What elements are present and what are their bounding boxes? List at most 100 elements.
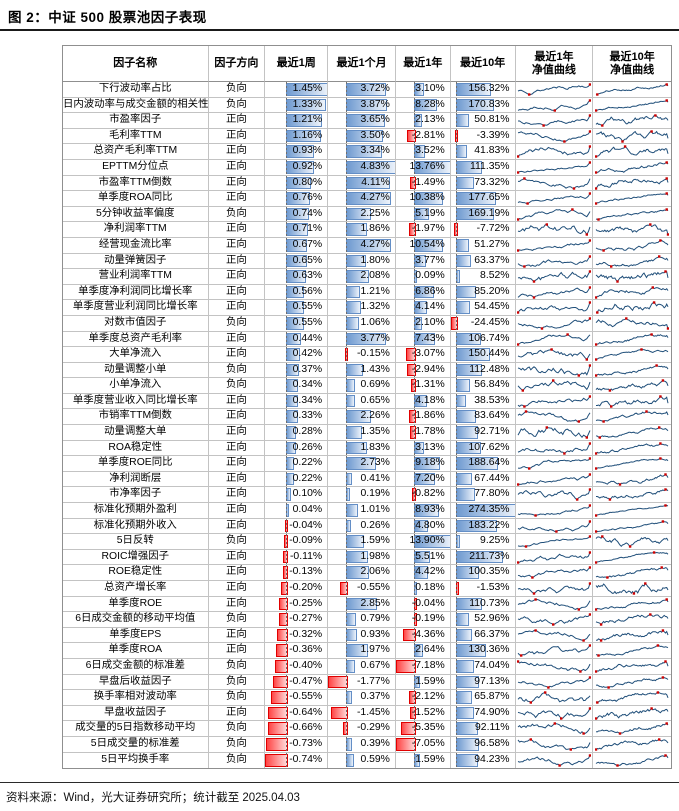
return-cell-m1: 3.77% [328, 331, 396, 348]
low-point-marker [532, 296, 536, 299]
zero-axis-line [455, 425, 457, 440]
low-point-marker [602, 420, 605, 424]
return-cell-w1: -0.13% [265, 565, 329, 581]
factor-direction-cell: 正向 [208, 128, 266, 145]
factor-name-cell: 总资产毛利率TTM [63, 144, 209, 160]
factor-direction-cell: 正向 [208, 269, 266, 285]
nav-curve-10y-cell [593, 721, 671, 737]
zero-axis-line [286, 409, 288, 425]
return-cell-w1: 0.92% [265, 159, 329, 176]
column-header: 最近1年 净值曲线 [515, 46, 594, 82]
nav-curve-10y-cell [593, 300, 671, 316]
zero-axis-line [286, 269, 288, 284]
return-cell-y1: 1.59% [396, 752, 451, 769]
data-bar-negative [409, 410, 417, 424]
return-value: 111.35% [470, 160, 510, 172]
factor-name-cell: 下行波动率占比 [63, 82, 209, 98]
factor-direction-cell: 负向 [208, 378, 266, 394]
zero-axis-line [286, 144, 288, 159]
return-value: 112.48% [469, 363, 510, 375]
sparkline-10y [595, 192, 669, 205]
zero-axis-line [414, 82, 416, 97]
table-row: 早盘收益因子 正向 -0.64% -1.45% -1.52% 74.90% [63, 705, 671, 722]
return-cell-m1: 0.69% [328, 378, 396, 394]
low-point-marker [610, 264, 613, 268]
nav-curve-10y-cell [593, 378, 671, 394]
return-cell-w1: 0.42% [265, 347, 329, 363]
return-cell-m1: 0.41% [328, 471, 396, 488]
return-value: 130.36% [468, 644, 510, 656]
factor-name-cell: 动量弹簧因子 [63, 253, 209, 270]
factor-name-cell: 成交量的5日指数移动平均 [63, 721, 209, 737]
return-value: -2.12% [411, 691, 445, 703]
return-value: -0.11% [289, 550, 323, 562]
nav-curve-10y-cell [593, 176, 671, 192]
column-header-label: 最近10年 [460, 57, 506, 69]
factor-name-cell: ROIC增强因子 [63, 549, 209, 566]
return-value: 2.10% [415, 316, 445, 328]
return-cell-y10: 150.44% [450, 347, 516, 363]
return-cell-m1: 1.01% [328, 503, 396, 519]
factor-name-cell: 标准化预期外收入 [63, 518, 209, 535]
low-point-marker [516, 155, 520, 159]
high-point-marker [661, 379, 665, 382]
zero-axis-line [414, 206, 416, 222]
zero-axis-line [346, 97, 348, 113]
table-row: 经营现金流比率 正向 0.67% 4.27% 10.54% 51.27% [63, 237, 671, 254]
zero-axis-line [286, 487, 288, 503]
sparkline-10y [595, 286, 669, 299]
return-cell-y10: 74.04% [450, 658, 516, 675]
zero-axis-line [286, 596, 288, 612]
nav-curve-10y-cell [593, 706, 671, 722]
sparkline-10y [595, 145, 669, 159]
column-header-label2: 净值曲线 [531, 63, 576, 76]
high-point-marker [588, 488, 591, 492]
return-cell-y1: 4.18% [395, 393, 451, 410]
zero-axis-line [414, 487, 416, 503]
zero-axis-line [455, 175, 457, 191]
return-value: -3.39% [476, 129, 510, 141]
return-value: 0.71% [292, 223, 323, 235]
return-value: 0.67% [360, 659, 390, 671]
return-value: 7.20% [415, 472, 445, 484]
zero-axis-line [414, 752, 416, 769]
zero-axis-line [286, 97, 288, 113]
data-bar-negative [412, 488, 417, 502]
factor-name-cell: 小单净流入 [63, 378, 209, 394]
high-point-marker [550, 348, 553, 351]
return-cell-y1: -2.94% [395, 362, 451, 379]
factor-name-cell: 早盘收益因子 [63, 705, 209, 722]
factor-direction-cell: 正向 [208, 643, 266, 659]
nav-curve-1y-cell [515, 565, 594, 581]
high-point-marker [650, 707, 653, 710]
low-point-marker [577, 373, 580, 377]
column-header: 最近1个月 [328, 46, 396, 82]
return-value: 1.21% [292, 114, 323, 126]
high-point-marker [601, 535, 604, 538]
return-value: -1.97% [411, 223, 445, 235]
table-row: 单季度ROA同比 正向 0.76% 4.27% 10.38% 177.65% [63, 191, 671, 207]
zero-axis-line [414, 534, 416, 549]
return-cell-m1: 1.21% [328, 284, 396, 301]
nav-curve-1y-cell [515, 237, 594, 254]
table-row: 市销率TTM倒数 正向 0.33% 2.26% -1.86% 83.64% [63, 409, 671, 426]
return-value: 0.18% [415, 582, 445, 593]
high-point-marker [656, 644, 660, 648]
high-point-marker [665, 208, 669, 211]
nav-curve-10y-cell [593, 597, 671, 613]
zero-axis-line [414, 97, 416, 113]
zero-axis-line [286, 440, 288, 456]
zero-axis-line [286, 191, 288, 206]
zero-axis-line [346, 440, 348, 456]
high-point-marker [649, 613, 652, 616]
table-row: 日内波动率与成交金额的相关性 负向 1.33% 3.87% 8.28% 170.83% [63, 97, 671, 114]
zero-axis-line [414, 347, 416, 362]
data-bar-negative [408, 691, 417, 704]
low-point-marker [585, 436, 588, 439]
high-point-marker [653, 551, 656, 554]
return-cell-m1: 0.59% [328, 752, 396, 769]
zero-axis-line [346, 362, 348, 378]
table-row: EPTTM分位点 正向 0.92% 4.83% 13.76% 111.35% [63, 159, 671, 176]
return-cell-m1: 2.08% [328, 269, 396, 285]
return-value: 0.79% [360, 613, 390, 625]
